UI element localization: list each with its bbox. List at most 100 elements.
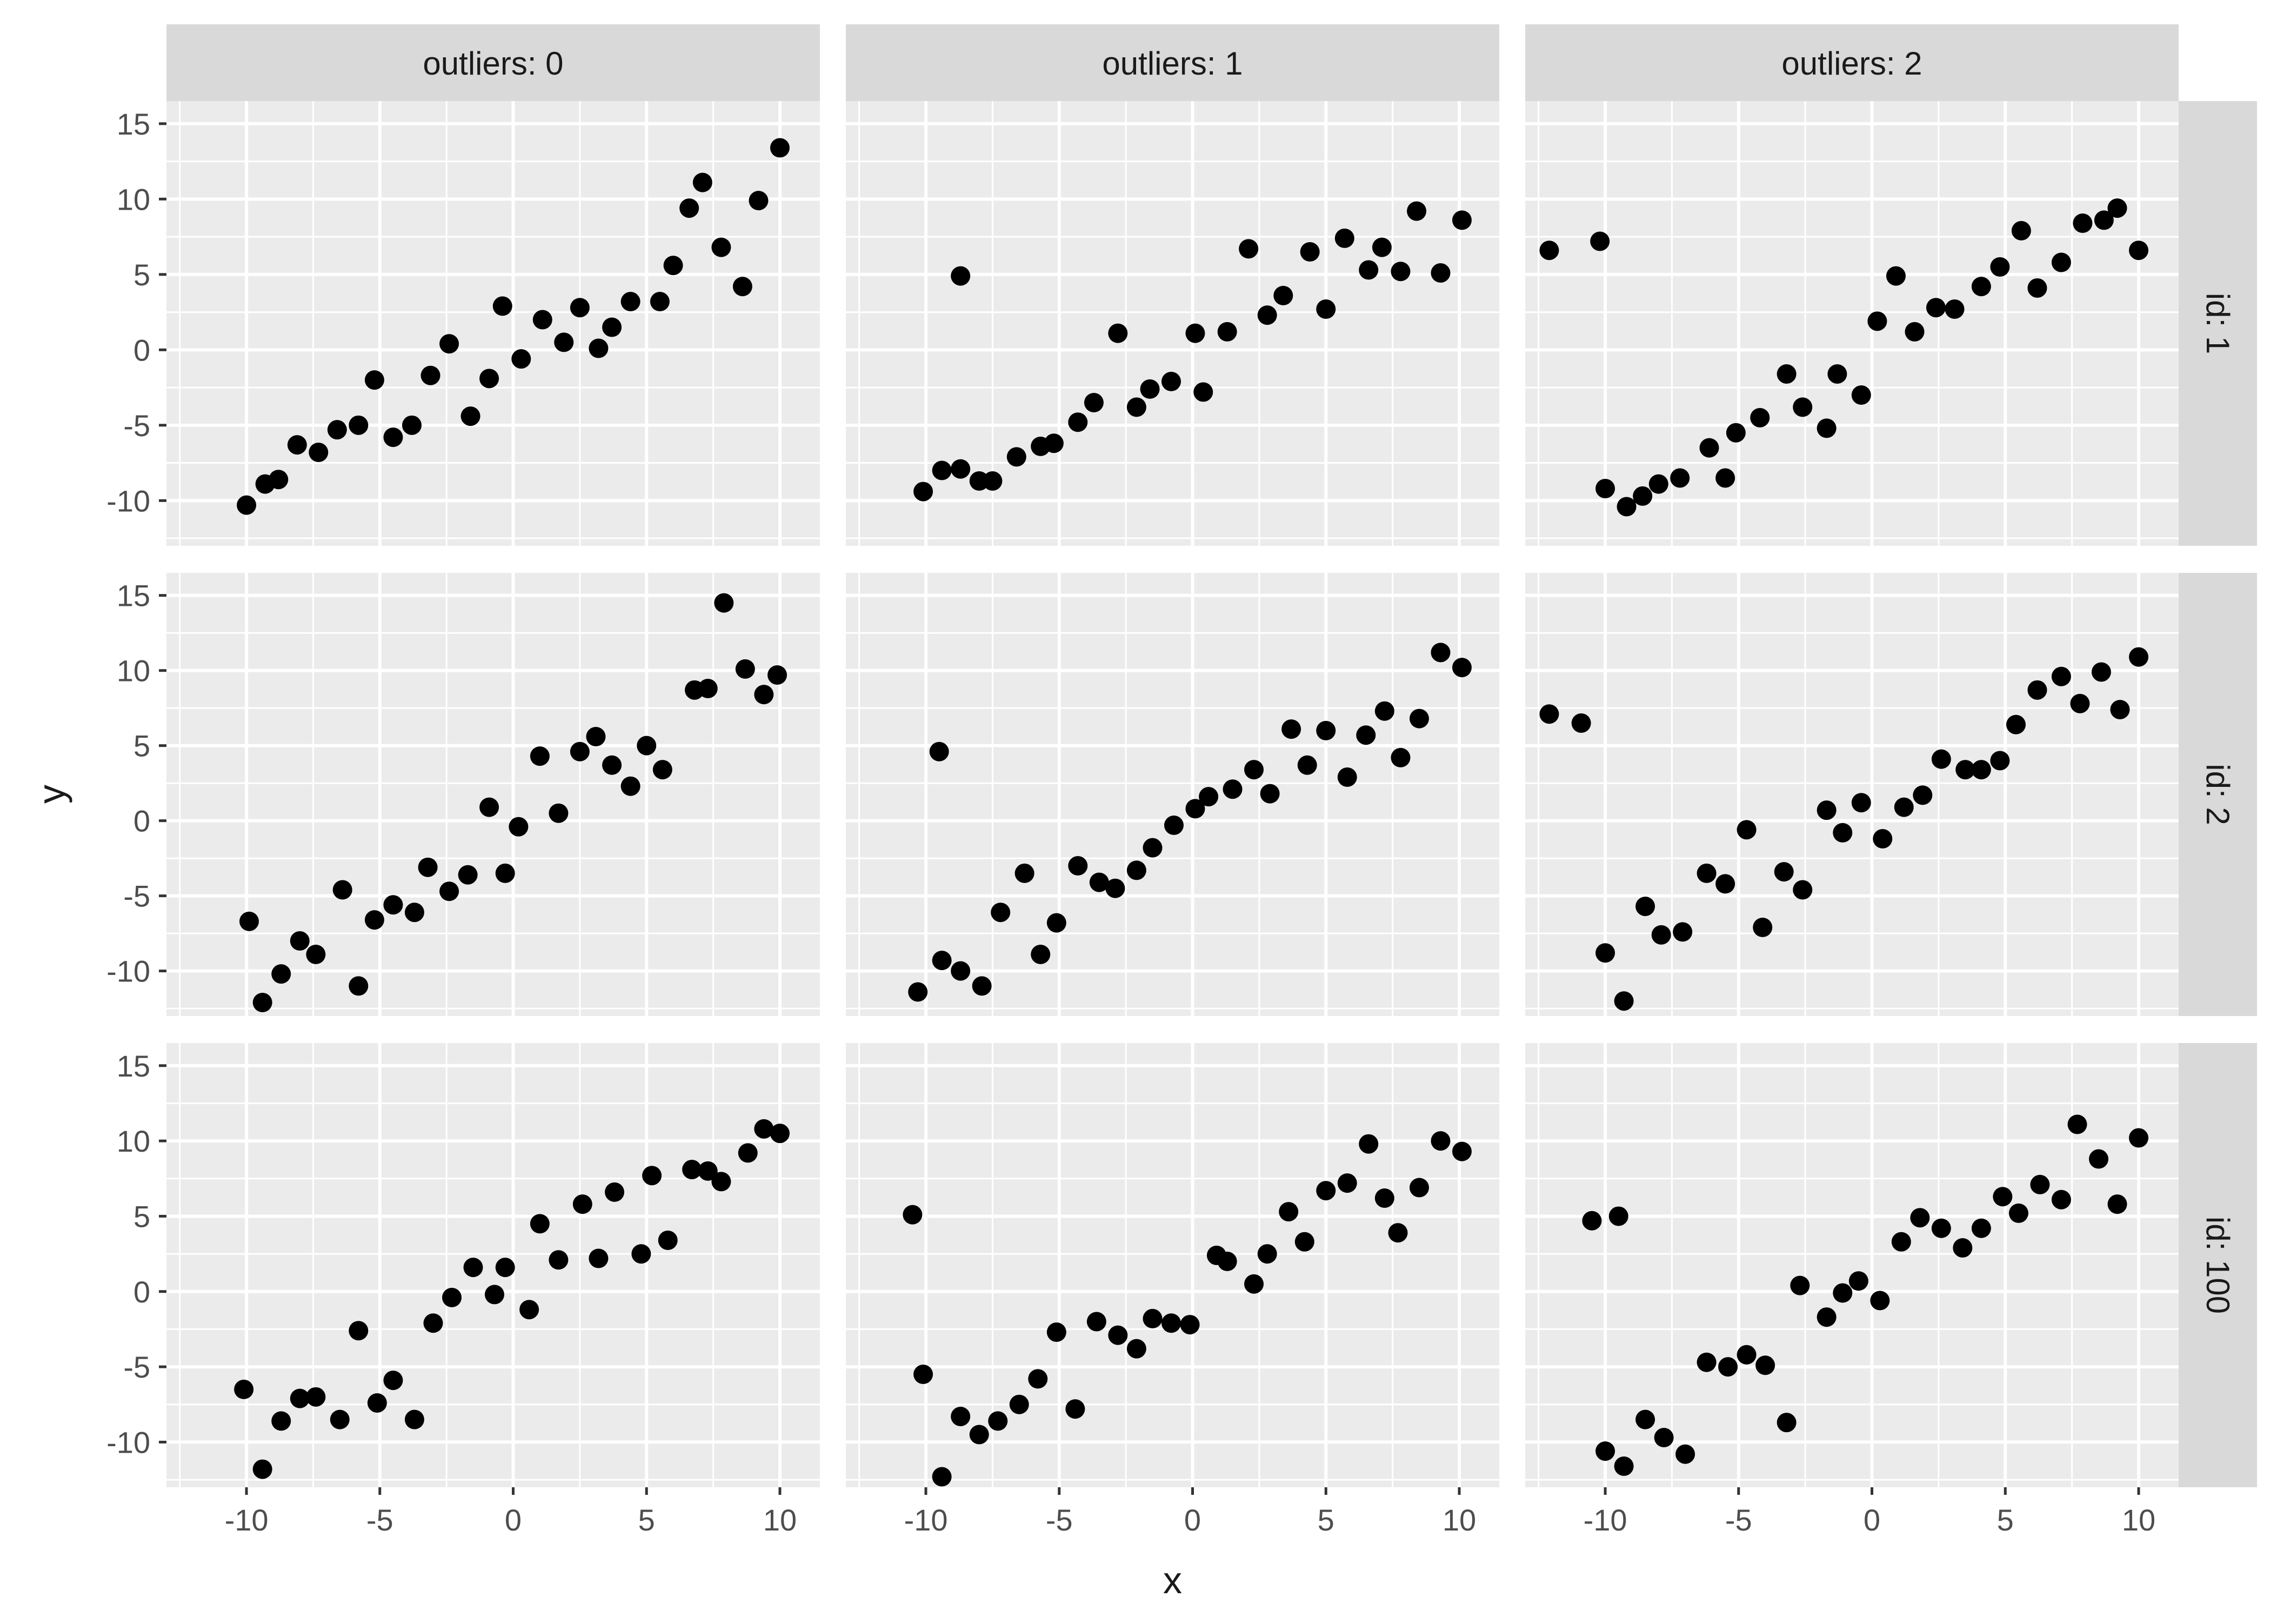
data-point: [1161, 371, 1181, 391]
data-point: [383, 895, 403, 915]
data-point: [908, 982, 928, 1002]
data-point: [1886, 266, 1906, 286]
data-point: [620, 776, 640, 796]
data-point: [1244, 760, 1264, 780]
data-point: [1316, 1181, 1336, 1201]
y-tick-label: 0: [133, 1275, 150, 1309]
data-point: [1297, 755, 1317, 775]
data-point: [1044, 433, 1064, 453]
row-strip-label: id: 2: [2200, 764, 2236, 825]
data-point: [549, 803, 569, 823]
data-point: [1164, 815, 1184, 835]
data-point: [1108, 1325, 1128, 1345]
data-point: [1931, 749, 1951, 769]
data-point: [509, 817, 529, 837]
x-tick-label: -10: [225, 1503, 269, 1537]
data-point: [1827, 364, 1847, 384]
panel-background: [1525, 573, 2179, 1016]
data-point: [237, 495, 257, 515]
data-point: [1790, 1275, 1810, 1295]
data-point: [1670, 468, 1690, 488]
data-point: [1697, 863, 1717, 883]
data-point: [1635, 897, 1655, 917]
data-point: [1715, 468, 1735, 488]
data-point: [2107, 1194, 2127, 1214]
data-point: [2073, 213, 2093, 233]
x-tick-label: -10: [1584, 1503, 1627, 1537]
data-point: [1028, 1369, 1048, 1389]
y-tick-label: 5: [133, 258, 150, 292]
x-tick-label: -5: [1725, 1503, 1752, 1537]
data-point: [1848, 1271, 1868, 1291]
data-point: [364, 910, 384, 930]
data-point: [287, 435, 307, 455]
data-point: [1084, 392, 1104, 412]
data-point: [642, 1166, 662, 1186]
data-point: [1374, 701, 1394, 721]
data-point: [2008, 1203, 2028, 1223]
data-point: [2027, 278, 2047, 298]
data-point: [1726, 423, 1746, 443]
data-point: [767, 665, 787, 685]
data-point: [650, 292, 670, 312]
data-point: [1068, 856, 1088, 876]
data-point: [714, 593, 734, 613]
data-point: [586, 726, 606, 746]
row-strip-label: id: 1: [2200, 293, 2236, 354]
data-point: [404, 903, 424, 923]
data-point: [1409, 1178, 1429, 1198]
data-point: [532, 310, 552, 330]
data-point: [479, 797, 499, 817]
data-point: [951, 961, 971, 981]
data-point: [1571, 713, 1591, 733]
data-point: [402, 415, 422, 435]
data-point: [1281, 719, 1301, 739]
data-point: [1971, 760, 1991, 780]
row-strip-label: id: 100: [2200, 1217, 2236, 1314]
data-point: [2128, 647, 2148, 667]
data-point: [460, 406, 480, 426]
data-point: [1244, 1274, 1264, 1294]
data-point: [991, 903, 1011, 923]
data-point: [1431, 643, 1451, 663]
data-point: [423, 1313, 443, 1333]
data-point: [1817, 1307, 1837, 1327]
row-strip: [2179, 101, 2257, 546]
data-point: [404, 1409, 424, 1429]
data-point: [1715, 874, 1735, 894]
data-point: [1126, 397, 1146, 417]
panel-background: [1525, 101, 2179, 546]
data-point: [1718, 1357, 1738, 1377]
data-point: [420, 365, 440, 385]
data-point: [252, 992, 272, 1012]
data-point: [1006, 447, 1026, 467]
data-point: [1793, 880, 1813, 900]
data-point: [2091, 662, 2111, 682]
data-point: [1697, 1352, 1717, 1372]
panel-background: [166, 1043, 820, 1487]
data-point: [1817, 418, 1837, 438]
x-axis-title: x: [1163, 1559, 1182, 1601]
data-point: [663, 256, 683, 276]
y-tick-label: 5: [133, 1199, 150, 1233]
data-point: [1185, 323, 1205, 343]
data-point: [2094, 210, 2114, 230]
data-point: [349, 976, 369, 996]
data-point: [1294, 1232, 1314, 1252]
data-point: [1990, 751, 2010, 771]
data-point: [1608, 1206, 1628, 1226]
y-tick-label: 10: [117, 1124, 150, 1158]
data-point: [951, 1407, 971, 1427]
data-point: [1374, 1188, 1394, 1208]
data-point: [1539, 240, 1559, 260]
y-tick-label: 5: [133, 729, 150, 763]
column-strip-label: outliers: 0: [423, 45, 563, 82]
y-tick-label: 10: [117, 654, 150, 688]
data-point: [269, 470, 289, 490]
data-point: [1257, 1244, 1277, 1264]
data-point: [1126, 860, 1146, 880]
data-point: [327, 420, 347, 440]
x-tick-label: -10: [904, 1503, 948, 1537]
data-point: [679, 198, 699, 218]
